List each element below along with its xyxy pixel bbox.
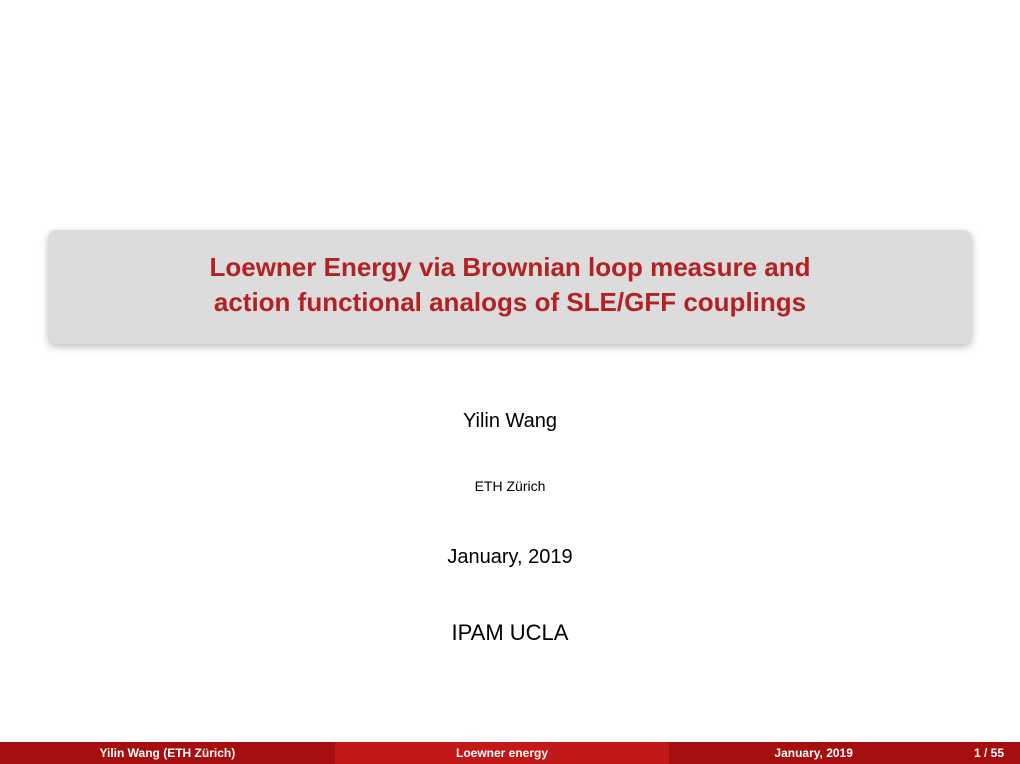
affiliation: ETH Zürich	[0, 478, 1020, 494]
venue: IPAM UCLA	[0, 620, 1020, 646]
footer-date: January, 2019	[669, 746, 958, 760]
footer-author: Yilin Wang (ETH Zürich)	[0, 742, 335, 764]
footer-page: 1 / 55	[974, 746, 1004, 760]
footer-title: Loewner energy	[335, 742, 670, 764]
author: Yilin Wang	[0, 410, 1020, 433]
title-line-2: action functional analogs of SLE/GFF cou…	[214, 287, 806, 317]
slide: Loewner Energy via Brownian loop measure…	[0, 0, 1020, 764]
footer: Yilin Wang (ETH Zürich) Loewner energy J…	[0, 742, 1020, 764]
footer-right: January, 2019 1 / 55	[669, 742, 1020, 764]
date: January, 2019	[0, 546, 1020, 569]
title-line-1: Loewner Energy via Brownian loop measure…	[209, 252, 810, 282]
title-text: Loewner Energy via Brownian loop measure…	[76, 250, 944, 320]
title-block: Loewner Energy via Brownian loop measure…	[48, 230, 972, 344]
